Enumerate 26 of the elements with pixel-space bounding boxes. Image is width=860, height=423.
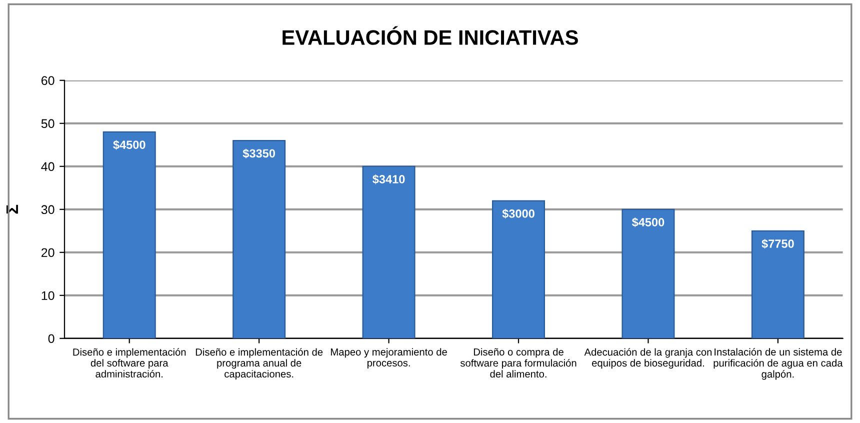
bar [492,200,546,338]
bar [362,166,416,338]
y-tick-label: 0 [48,334,54,344]
annotation: $3000 [502,208,534,219]
x-tick-label: Instalación de un sistema de purificación de agua en cada galpón. [714,348,843,380]
bar [232,140,286,338]
y-tick-label: 60 [42,76,54,86]
x-tick-label: Diseño e implementación de programa anual de capacitaciones. [196,348,323,380]
bar [622,208,675,338]
x-tick-label: Adecuación de la granja con equipos de bioseguridad. [584,348,712,369]
annotation: $7750 [762,239,794,249]
x-tick-label: Diseño e implementación del software para administración. [73,348,186,378]
chart-title: EVALUACIÓN DE INICIATIVAS [282,26,578,45]
y-tick-label: 10 [42,291,54,300]
y-tick-label: 50 [41,119,54,128]
annotation: $3350 [242,148,276,158]
annotation: $4500 [113,140,146,150]
bar [751,230,804,338]
annotation: $3410 [372,174,405,184]
x-tick-label: Diseño o compra de software para formulación del alimento. [460,348,576,378]
y-tick-label: 20 [42,248,54,258]
bar [102,131,156,338]
y-tick-label: 40 [41,162,54,172]
annotation: $4500 [632,218,664,228]
y-tick-label: 30 [41,205,54,214]
x-tick-label: Mapeo y mejoramiento de procesos. [331,348,447,368]
